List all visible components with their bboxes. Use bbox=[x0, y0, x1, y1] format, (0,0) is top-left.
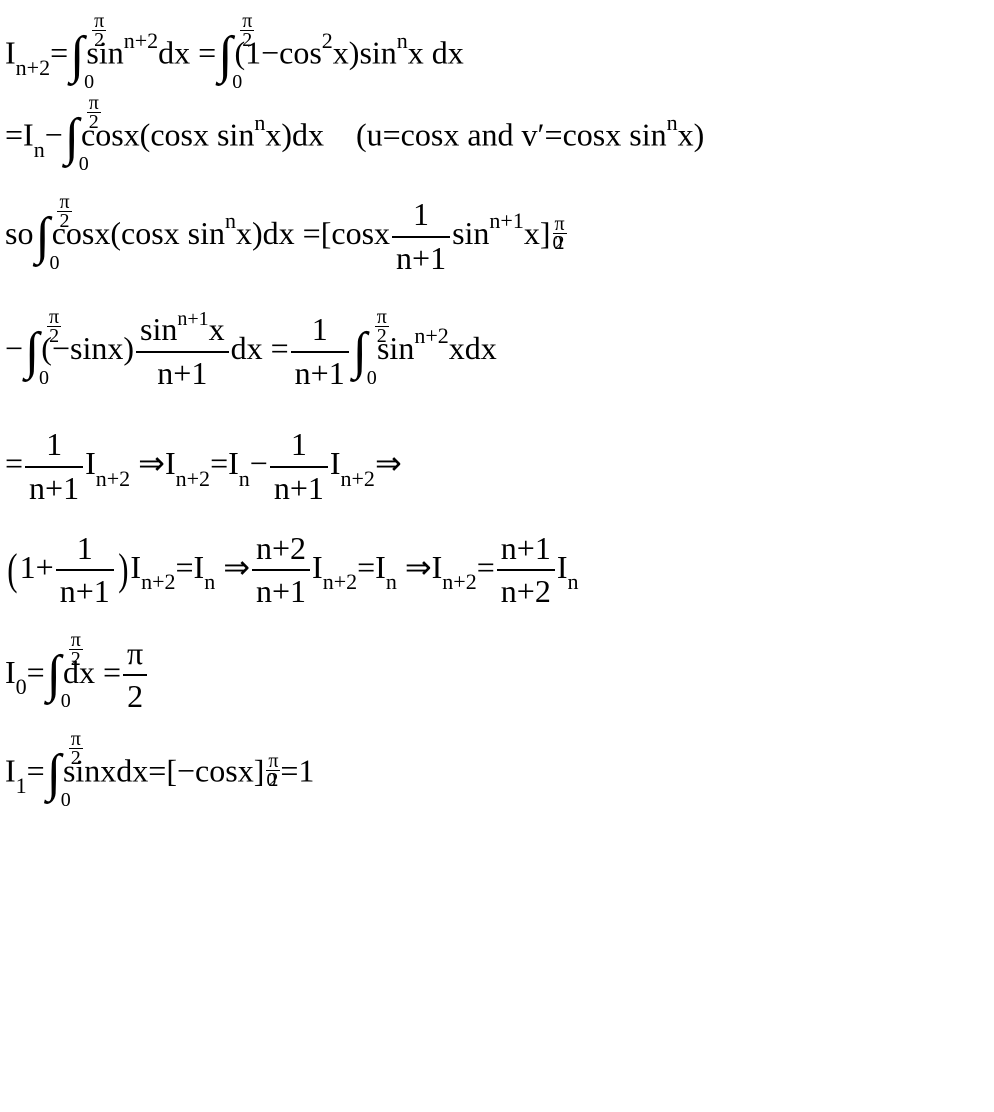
text: (u=cosx and v′=cosx sin bbox=[356, 116, 667, 152]
fraction: n+1n+2 bbox=[497, 528, 555, 613]
text: − bbox=[250, 445, 268, 481]
fraction: 1n+1 bbox=[270, 424, 328, 509]
subscript: n+2 bbox=[141, 569, 175, 594]
text: x)dx bbox=[265, 116, 324, 152]
paren-close: ) bbox=[118, 548, 128, 592]
fraction: n+2n+1 bbox=[252, 528, 310, 613]
text: =1 bbox=[280, 752, 314, 788]
text: =I bbox=[357, 549, 386, 585]
text: ⇒I bbox=[397, 549, 442, 585]
integral-sign: ∫π20 bbox=[35, 211, 49, 263]
text: x] bbox=[524, 215, 551, 251]
subscript: n+2 bbox=[16, 55, 50, 80]
text: =I bbox=[175, 549, 204, 585]
text: I bbox=[330, 445, 341, 481]
text: I bbox=[130, 549, 141, 585]
superscript: n+1 bbox=[489, 208, 523, 233]
text: dx = bbox=[231, 330, 289, 366]
subscript: 1 bbox=[16, 773, 27, 798]
superscript: n+2 bbox=[124, 28, 158, 53]
integral-sign: ∫π20 bbox=[47, 649, 61, 701]
fraction: 1n+1 bbox=[392, 194, 450, 279]
fraction: sinn+1xn+1 bbox=[136, 309, 229, 394]
text: x dx bbox=[408, 34, 464, 70]
text: = bbox=[27, 654, 45, 690]
integral-sign: ∫π20 bbox=[47, 748, 61, 800]
text: x)sin bbox=[333, 34, 397, 70]
superscript: 2 bbox=[322, 28, 333, 53]
paren-open: ( bbox=[7, 548, 17, 592]
subscript: 0 bbox=[16, 674, 27, 699]
text: so bbox=[5, 215, 33, 251]
subscript: n+2 bbox=[341, 466, 375, 491]
text: = bbox=[477, 549, 495, 585]
superscript: n bbox=[397, 28, 408, 53]
integral-sign: ∫π20 bbox=[25, 326, 39, 378]
text: dx = bbox=[158, 34, 216, 70]
subscript: n+2 bbox=[323, 569, 357, 594]
text: ⇒ bbox=[215, 549, 250, 585]
text: − bbox=[45, 116, 63, 152]
subscript: n+2 bbox=[176, 466, 210, 491]
text: I bbox=[5, 34, 16, 70]
text: x)dx =[cosx bbox=[236, 215, 390, 251]
text: I bbox=[5, 654, 16, 690]
text: = bbox=[50, 34, 68, 70]
equation-line-2: =In−∫π20cosx(cosx sinnx)dx (u=cosx and v… bbox=[5, 112, 989, 164]
subscript: n+2 bbox=[442, 569, 476, 594]
superscript: n bbox=[667, 110, 678, 135]
superscript: n bbox=[254, 110, 265, 135]
subscript: n bbox=[386, 569, 397, 594]
subscript: n bbox=[567, 569, 578, 594]
superscript: n bbox=[225, 208, 236, 233]
equation-line-4: −∫π20(−sinx)sinn+1xn+1dx =1n+1∫π20 sinn+… bbox=[5, 309, 989, 394]
superscript: n+2 bbox=[414, 323, 448, 348]
fraction: 1n+1 bbox=[291, 309, 349, 394]
text: I bbox=[557, 549, 568, 585]
text: = bbox=[27, 752, 45, 788]
subscript: n bbox=[34, 137, 45, 162]
fraction: 1n+1 bbox=[56, 528, 114, 613]
integral-sign: ∫π20 bbox=[70, 30, 84, 82]
text: sin bbox=[452, 215, 489, 251]
text bbox=[324, 116, 356, 152]
text: I bbox=[85, 445, 96, 481]
text: = bbox=[5, 445, 23, 481]
text: I bbox=[5, 752, 16, 788]
integral-sign: ∫π20 bbox=[353, 326, 367, 378]
text: cosx(cosx sin bbox=[81, 116, 254, 152]
subscript: n bbox=[204, 569, 215, 594]
equation-line-1: In+2=∫π20sinn+2dx =∫π20(1−cos2x)sinnx dx bbox=[5, 30, 989, 82]
integral-sign: ∫π20 bbox=[65, 112, 79, 164]
text: xdx bbox=[449, 330, 497, 366]
text: sinxdx=[−cosx] bbox=[63, 752, 264, 788]
text: I bbox=[312, 549, 323, 585]
subscript: n+2 bbox=[96, 466, 130, 491]
equation-line-6: (1+1n+1)In+2=In ⇒n+2n+1In+2=In ⇒In+2=n+1… bbox=[5, 528, 989, 613]
text: − bbox=[5, 330, 23, 366]
text: =I bbox=[5, 116, 34, 152]
equation-line-5: =1n+1In+2 ⇒In+2=In−1n+1In+2⇒ bbox=[5, 424, 989, 509]
text: cosx(cosx sin bbox=[52, 215, 225, 251]
text: =I bbox=[210, 445, 239, 481]
text: 1+ bbox=[20, 549, 54, 585]
equation-line-7: I0=∫π20dx =π2 bbox=[5, 633, 989, 718]
integral-sign: ∫π20 bbox=[218, 30, 232, 82]
text: ⇒I bbox=[130, 445, 175, 481]
fraction: 1n+1 bbox=[25, 424, 83, 509]
subscript: n bbox=[239, 466, 250, 491]
text: x) bbox=[678, 116, 705, 152]
text: ⇒ bbox=[375, 445, 402, 481]
fraction: π2 bbox=[123, 633, 147, 718]
equation-line-8: I1=∫π20sinxdx=[−cosx]π20 =1 bbox=[5, 748, 989, 800]
equation-line-3: so∫π20cosx(cosx sinnx)dx =[cosx1n+1sinn+… bbox=[5, 194, 989, 279]
